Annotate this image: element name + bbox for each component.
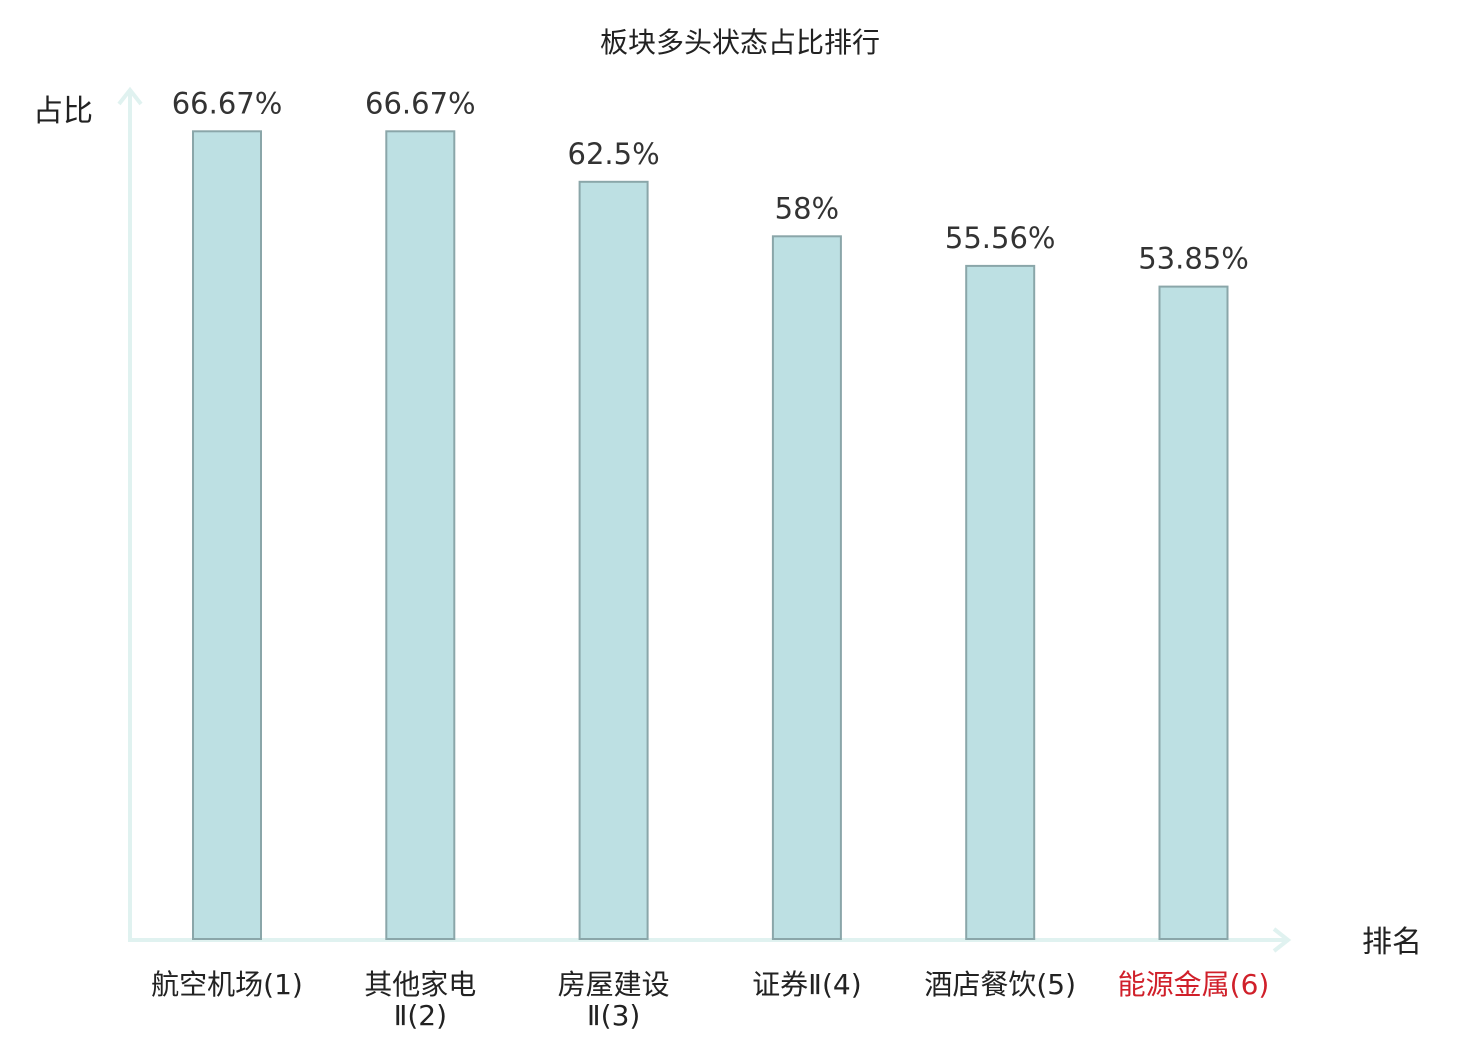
category-label-3-line2: Ⅱ(3) — [587, 999, 640, 1032]
bar-1 — [192, 130, 262, 941]
bar-5 — [965, 264, 1036, 940]
x-axis-arrow — [1272, 927, 1292, 953]
bar-3 — [578, 180, 649, 941]
category-label-2-line2: Ⅱ(2) — [394, 999, 447, 1032]
category-label-6: 能源金属(6) — [1118, 968, 1270, 1001]
bar-4 — [771, 235, 842, 941]
bars — [192, 130, 1229, 941]
category-label-4: 证券Ⅱ(4) — [752, 968, 861, 1001]
bar-6 — [1158, 285, 1229, 941]
value-label-4: 58% — [775, 191, 839, 225]
value-label-3: 62.5% — [568, 137, 660, 171]
bar-2 — [385, 130, 456, 941]
chart-title: 板块多头状态占比排行 — [600, 26, 880, 59]
category-label-1: 航空机场(1) — [151, 968, 303, 1001]
axes — [117, 86, 1292, 953]
category-label-2: 其他家电 — [364, 968, 476, 1001]
y-axis-arrow — [117, 86, 143, 106]
value-label-5: 55.56% — [945, 221, 1056, 255]
x-axis-label: 排名 — [1362, 925, 1422, 960]
y-axis-label: 占比 — [33, 94, 93, 129]
category-label-3: 房屋建设 — [558, 968, 670, 1001]
value-label-6: 53.85% — [1138, 242, 1249, 276]
value-label-1: 66.67% — [172, 86, 283, 120]
value-label-2: 66.67% — [365, 86, 476, 120]
category-label-5: 酒店餐饮(5) — [924, 968, 1076, 1001]
value-labels: 66.67% 66.67% 62.5% 58% 55.56% 53.85% — [172, 86, 1249, 275]
